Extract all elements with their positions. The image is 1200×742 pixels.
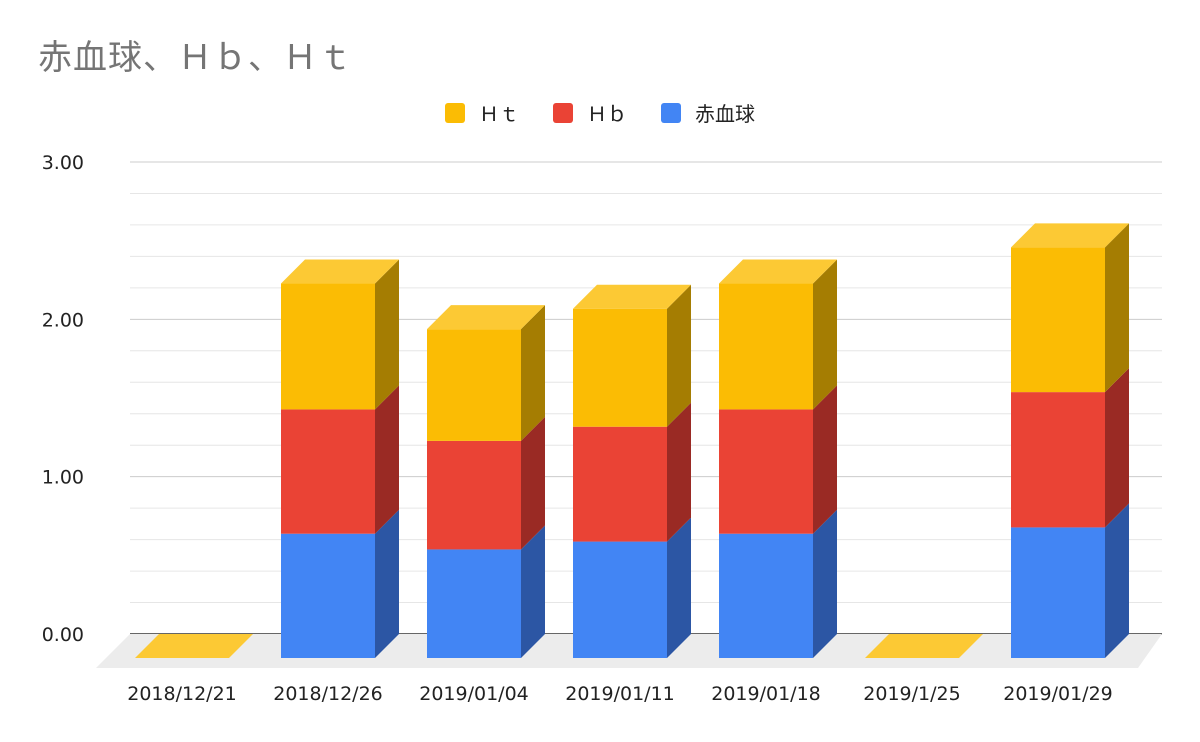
x-tick-label: 2019/01/18 <box>711 683 821 705</box>
legend-item-hb[interactable]: Ｈｂ <box>553 98 627 127</box>
bar-segment <box>427 329 521 441</box>
legend-label-hb: Ｈｂ <box>587 102 627 126</box>
bars <box>135 223 1129 658</box>
bar-segment <box>719 533 813 658</box>
legend-swatch-hb <box>553 102 573 123</box>
legend: Ｈｔ Ｈｂ 赤血球 <box>0 98 1200 127</box>
bar-side <box>521 525 545 658</box>
y-tick-label: 1.00 <box>42 467 84 489</box>
chart-title: 赤血球、Ｈｂ、Ｈｔ <box>38 38 353 78</box>
legend-item-ht[interactable]: Ｈｔ <box>445 98 519 127</box>
bar-side <box>521 416 545 550</box>
bar-segment <box>281 283 375 410</box>
bar-side <box>667 284 691 427</box>
x-tick-label: 2018/12/26 <box>273 683 383 705</box>
bar-top <box>865 634 983 658</box>
bar-top <box>719 259 837 284</box>
bar-side <box>813 385 837 534</box>
bar-side <box>375 259 399 410</box>
bar-side <box>375 385 399 534</box>
x-tick-label: 2018/12/21 <box>127 683 237 705</box>
legend-label-rbc: 赤血球 <box>695 102 755 126</box>
bar-segment <box>281 409 375 534</box>
bar-top <box>573 284 691 309</box>
bar-side <box>813 259 837 410</box>
y-tick-label: 2.00 <box>42 309 84 331</box>
bar-segment <box>427 549 521 658</box>
x-axis-ticks: 2018/12/21 2018/12/26 2019/01/04 2019/01/11… <box>127 683 1113 705</box>
legend-label-ht: Ｈｔ <box>479 102 519 126</box>
legend-item-rbc[interactable]: 赤血球 <box>661 98 755 127</box>
bar-segment <box>427 440 521 550</box>
y-tick-label: 3.00 <box>42 152 84 174</box>
bar-top <box>135 634 253 658</box>
y-axis-ticks: 0.00 1.00 2.00 3.00 <box>42 152 84 646</box>
bar-top <box>281 259 399 284</box>
legend-swatch-rbc <box>661 102 681 123</box>
bar-segment <box>573 541 667 658</box>
bar-side <box>521 305 545 441</box>
bar-segment <box>281 533 375 658</box>
bar-side <box>375 509 399 658</box>
x-tick-label: 2019/1/25 <box>863 683 960 705</box>
x-tick-label: 2019/01/04 <box>419 683 529 705</box>
bar-side <box>1105 223 1129 393</box>
x-tick-label: 2019/01/29 <box>1003 683 1113 705</box>
bar-segment <box>1011 392 1105 528</box>
bar-segment <box>719 283 813 410</box>
bar-side <box>1105 503 1129 658</box>
bar-segment <box>573 426 667 542</box>
bar-segment <box>1011 527 1105 658</box>
bar-segment <box>719 409 813 534</box>
bar-segment <box>573 308 667 427</box>
bar-side <box>813 509 837 658</box>
bar-side <box>667 402 691 542</box>
legend-swatch-ht <box>445 102 465 123</box>
bar-side <box>1105 368 1129 528</box>
x-tick-label: 2019/01/11 <box>565 683 675 705</box>
bar-segment <box>1011 247 1105 393</box>
bar-side <box>667 517 691 658</box>
bar-top <box>1011 223 1129 248</box>
bar-top <box>427 305 545 330</box>
y-tick-label: 0.00 <box>42 624 84 646</box>
